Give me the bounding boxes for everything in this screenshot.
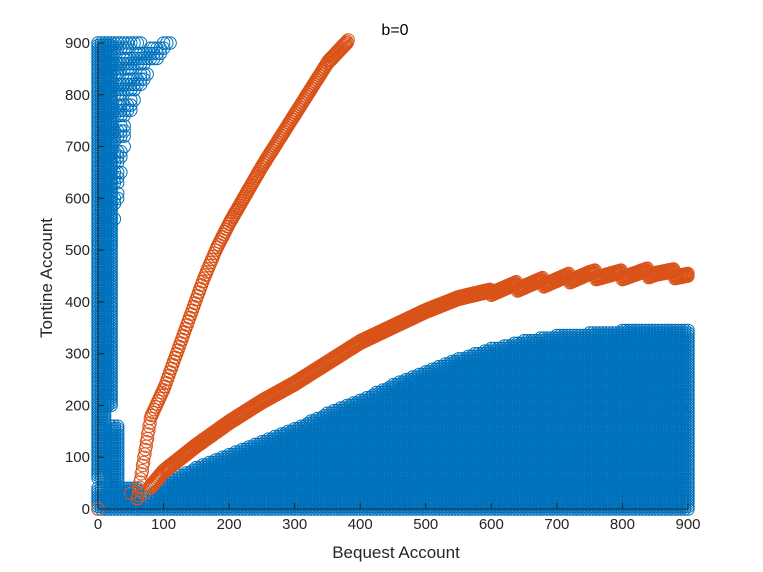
chart-title: b=0 <box>381 22 408 39</box>
blue-point <box>104 295 118 309</box>
blue-point <box>111 435 125 449</box>
blue-point <box>104 75 118 89</box>
blue-point <box>111 466 125 480</box>
blue-point <box>104 38 118 53</box>
blue-point <box>104 290 118 304</box>
blue-point <box>104 126 118 141</box>
blue-point <box>104 145 118 159</box>
blue-point <box>104 393 118 407</box>
blue-point <box>127 93 141 107</box>
blue-point <box>104 277 118 291</box>
blue-point <box>124 36 138 50</box>
blue-point <box>104 391 118 405</box>
blue-point <box>111 479 125 493</box>
blue-point <box>107 212 122 226</box>
blue-point <box>104 238 118 252</box>
blue-point <box>104 214 118 229</box>
blue-point <box>104 64 118 79</box>
blue-point <box>111 165 125 180</box>
blue-point <box>130 36 145 50</box>
blue-point <box>111 419 125 433</box>
blue-point <box>104 303 118 317</box>
blue-point <box>120 36 135 50</box>
blue-point <box>104 396 118 410</box>
blue-point <box>104 256 118 270</box>
blue-point <box>111 424 125 438</box>
blue-point <box>104 212 118 226</box>
blue-point <box>104 347 118 361</box>
blue-point <box>104 274 118 288</box>
blue-point <box>104 370 118 384</box>
blue-point <box>104 220 118 234</box>
blue-point <box>156 36 171 50</box>
blue-point <box>104 253 118 268</box>
blue-point <box>104 271 118 286</box>
blue-point <box>104 349 118 363</box>
blue-point <box>104 36 118 50</box>
plot-area <box>91 33 695 516</box>
blue-point <box>104 326 118 340</box>
blue-point <box>111 191 125 206</box>
blue-point <box>127 36 141 50</box>
blue-point <box>104 362 118 376</box>
blue-point <box>111 481 125 495</box>
blue-point <box>117 119 131 133</box>
blue-point <box>104 233 118 247</box>
blue-point <box>111 186 125 200</box>
blue-point <box>114 165 128 180</box>
blue-point <box>104 344 118 358</box>
blue-point <box>111 440 125 454</box>
blue-point <box>104 318 118 332</box>
blue-point <box>104 57 118 71</box>
blue-point <box>104 279 118 294</box>
blue-point <box>140 67 154 81</box>
blue-point <box>104 147 118 162</box>
blue-point <box>117 36 131 50</box>
blue-point <box>111 427 125 441</box>
blue-point <box>111 429 125 444</box>
blue-point <box>104 227 118 242</box>
blue-point <box>104 44 118 58</box>
blue-point <box>104 367 118 382</box>
blue-point <box>163 36 177 50</box>
blue-point <box>104 248 118 263</box>
blue-point <box>111 458 125 472</box>
blue-point <box>114 36 128 50</box>
blue-point <box>104 222 118 237</box>
blue-point <box>104 230 118 244</box>
blue-point <box>104 243 118 257</box>
blue-point <box>104 251 118 265</box>
blue-point <box>104 163 118 177</box>
blue-point <box>104 388 118 402</box>
blue-point <box>104 378 118 392</box>
blue-point <box>111 460 125 475</box>
blue-point <box>104 300 118 314</box>
blue-point <box>104 59 118 74</box>
blue-point <box>111 98 125 112</box>
blue-point <box>104 297 118 312</box>
blue-point <box>104 323 118 338</box>
blue-point <box>104 106 118 120</box>
blue-point <box>107 165 122 180</box>
blue-point <box>111 450 125 464</box>
blue-point <box>111 463 125 477</box>
blue-point <box>111 442 125 457</box>
blue-point <box>104 372 118 387</box>
blue-point <box>104 341 118 356</box>
blue-point <box>104 365 118 379</box>
blue-point <box>104 334 118 348</box>
blue-point <box>107 77 122 92</box>
blue-point <box>160 36 174 50</box>
blue-point <box>104 80 118 94</box>
blue-point <box>104 85 118 99</box>
blue-point <box>104 158 118 172</box>
blue-point <box>111 36 125 50</box>
blue-point <box>104 321 118 335</box>
blue-point <box>107 36 122 50</box>
blue-point <box>104 178 118 193</box>
blue-point <box>111 437 125 451</box>
blue-point <box>137 67 151 81</box>
blue-point <box>133 36 148 50</box>
